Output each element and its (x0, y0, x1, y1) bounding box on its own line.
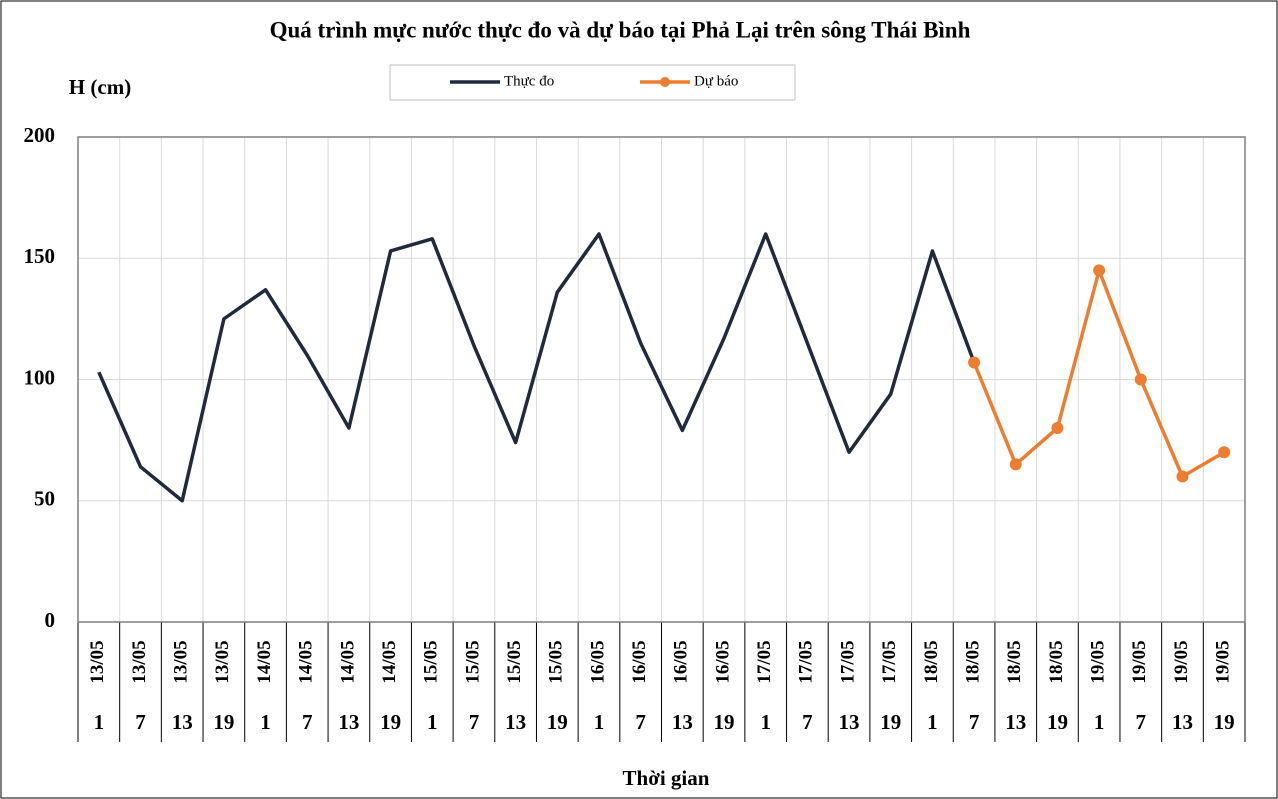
y-tick-label: 200 (24, 123, 56, 147)
legend-label: Dự báo (694, 73, 738, 89)
x-hour-label: 13 (1172, 710, 1193, 734)
x-date-label: 16/05 (629, 640, 650, 683)
x-date-label: 13/05 (129, 640, 150, 683)
x-hour-label: 19 (380, 710, 401, 734)
legend-label: Thực đo (504, 73, 554, 89)
point-marker (1009, 458, 1022, 471)
x-date-label: 14/05 (379, 640, 400, 683)
x-date-label: 17/05 (754, 640, 775, 683)
x-date-label: 19/05 (1129, 640, 1150, 683)
x-hour-label: 13 (1005, 710, 1026, 734)
x-hour-label: 1 (94, 710, 105, 734)
x-hour-label: 1 (760, 710, 771, 734)
x-hour-label: 7 (802, 710, 813, 734)
y-tick-label: 0 (45, 608, 56, 632)
x-hour-label: 13 (338, 710, 359, 734)
x-hour-label: 13 (839, 710, 860, 734)
y-tick-label: 100 (24, 365, 56, 389)
x-hour-label: 19 (213, 710, 234, 734)
x-hour-label: 13 (172, 710, 193, 734)
x-hour-label: 1 (1094, 710, 1105, 734)
x-hour-label: 1 (594, 710, 605, 734)
x-date-label: 19/05 (1171, 640, 1192, 683)
plot-area (77, 136, 1246, 623)
x-date-label: 13/05 (171, 640, 192, 683)
x-date-label: 19/05 (1087, 640, 1108, 683)
x-date-label: 18/05 (962, 640, 983, 683)
point-marker (1093, 264, 1106, 277)
x-date-label: 14/05 (254, 640, 275, 683)
x-hour-label: 19 (547, 710, 568, 734)
chart-title: Quá trình mực nước thực đo và dự báo tại… (270, 17, 971, 42)
point-marker (1134, 373, 1147, 386)
point-marker (1218, 446, 1231, 459)
x-date-label: 18/05 (921, 640, 942, 683)
x-axis-label: Thời gian (623, 766, 710, 790)
x-date-label: 13/05 (212, 640, 233, 683)
y-tick-label: 50 (34, 487, 55, 511)
x-date-label: 16/05 (671, 640, 692, 683)
point-marker (1176, 470, 1189, 483)
x-date-label: 18/05 (1004, 640, 1025, 683)
x-date-label: 15/05 (421, 640, 442, 683)
y-axis-label: H (cm) (69, 75, 131, 99)
x-date-label: 14/05 (296, 640, 317, 683)
x-hour-label: 19 (1214, 710, 1235, 734)
x-hour-label: 1 (260, 710, 271, 734)
x-hour-label: 19 (714, 710, 735, 734)
x-hour-label: 19 (1047, 710, 1068, 734)
x-date-label: 17/05 (837, 640, 858, 683)
x-hour-label: 7 (969, 710, 980, 734)
x-date-label: 18/05 (1046, 640, 1067, 683)
x-date-label: 19/05 (1213, 640, 1234, 683)
x-date-label: 15/05 (504, 640, 525, 683)
point-marker (1051, 422, 1064, 434)
x-hour-label: 7 (635, 710, 646, 734)
x-hour-label: 7 (1136, 710, 1147, 734)
y-tick-label: 150 (24, 244, 56, 268)
x-hour-label: 19 (880, 710, 901, 734)
x-hour-label: 7 (135, 710, 146, 734)
series-line (97, 232, 976, 503)
x-date-label: 17/05 (879, 640, 900, 683)
x-hour-label: 7 (469, 710, 480, 734)
x-date-label: 15/05 (462, 640, 483, 683)
x-hour-label: 13 (505, 710, 526, 734)
x-date-label: 14/05 (337, 640, 358, 683)
x-date-label: 13/05 (87, 640, 108, 683)
point-marker (968, 356, 981, 369)
x-hour-label: 7 (302, 710, 313, 734)
legend-marker (660, 77, 670, 87)
x-hour-label: 13 (672, 710, 693, 734)
x-date-label: 17/05 (796, 640, 817, 683)
x-hour-label: 1 (427, 710, 438, 734)
x-date-label: 15/05 (546, 640, 567, 683)
x-date-label: 16/05 (587, 640, 608, 683)
x-date-label: 16/05 (712, 640, 733, 683)
x-hour-label: 1 (927, 710, 938, 734)
